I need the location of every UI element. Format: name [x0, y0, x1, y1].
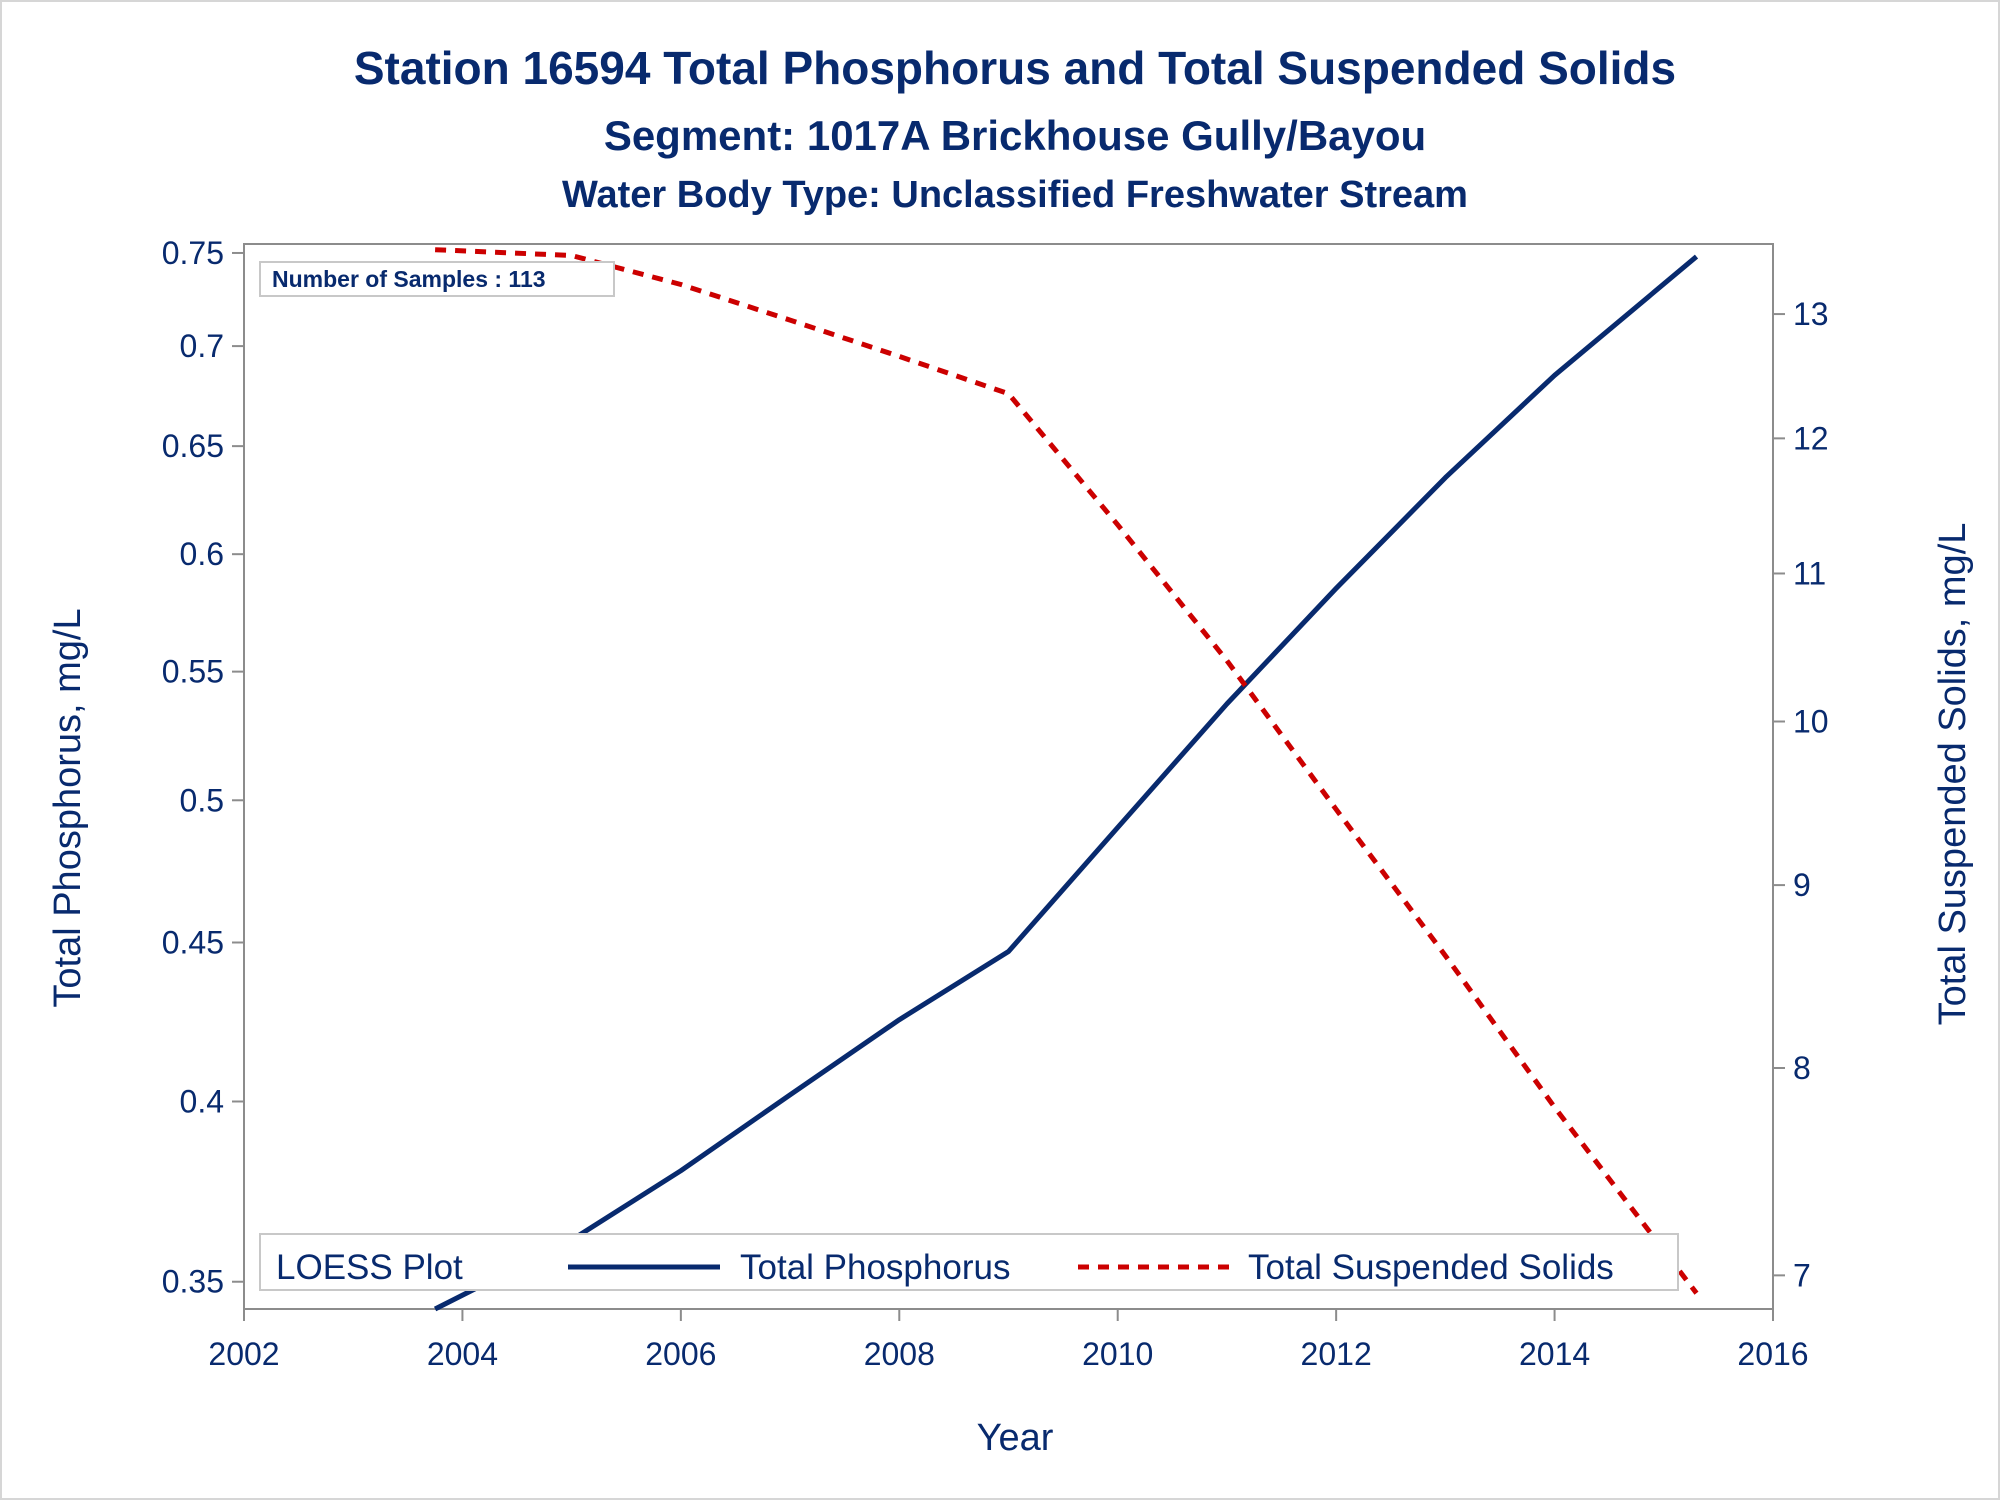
y-right-tick-label: 8: [1793, 1050, 1811, 1086]
chart-subtitle: Segment: 1017A Brickhouse Gully/Bayou: [604, 112, 1426, 159]
y-right-tick-label: 7: [1793, 1257, 1811, 1293]
y-left-tick-label: 0.65: [162, 428, 224, 464]
y-axis-label-right: Total Suspended Solids, mg/L: [1932, 523, 1974, 1026]
chart-subtitle-2: Water Body Type: Unclassified Freshwater…: [562, 174, 1468, 216]
y-right-tick-label: 9: [1793, 867, 1811, 903]
y-right-tick-label: 10: [1793, 703, 1829, 739]
legend: LOESS Plot Total Phosphorus Total Suspen…: [259, 1233, 1679, 1291]
legend-title: LOESS Plot: [276, 1248, 463, 1287]
y-left-tick-label: 0.4: [180, 1083, 224, 1119]
legend-tss-label: Total Suspended Solids: [1248, 1248, 1614, 1287]
plot-area: 2002 2004 2006 2008 2010 2012 2014 2016 0.35 0.4 0…: [162, 235, 1829, 1372]
series-line-total-suspended-solids: [434, 247, 1699, 1295]
y-axis-label-left: Total Phosphorus, mg/L: [47, 608, 89, 1007]
y-right-tick-label: 12: [1793, 420, 1829, 456]
y-right-tick-label: 13: [1793, 296, 1829, 332]
y-left-tick-label: 0.7: [180, 328, 224, 364]
y-left-tick-label: 0.35: [162, 1264, 224, 1300]
y-right-tick-label: 11: [1793, 555, 1826, 591]
y-left-tick-label: 0.5: [180, 782, 224, 818]
legend-phosphorus-label: Total Phosphorus: [740, 1248, 1010, 1287]
chart-title: Station 16594 Total Phosphorus and Total…: [354, 42, 1676, 94]
sample-count-box: Number of Samples : 113: [259, 261, 615, 297]
y-left-tick-label: 0.75: [162, 235, 224, 271]
x-tick-label: 2006: [645, 1336, 716, 1372]
y-left-tick-label: 0.45: [162, 924, 224, 960]
sample-count-text: Number of Samples : 113: [272, 266, 546, 292]
series-line-total-phosphorus: [433, 254, 1699, 1312]
x-axis-label: Year: [977, 1417, 1054, 1459]
x-tick-label: 2012: [1301, 1336, 1372, 1372]
x-tick-label: 2002: [208, 1336, 279, 1372]
x-tick-label: 2010: [1082, 1336, 1153, 1372]
plot-border: [243, 243, 1774, 1310]
x-tick-label: 2004: [427, 1336, 498, 1372]
x-tick-label: 2016: [1737, 1336, 1808, 1372]
x-tick-label: 2014: [1519, 1336, 1590, 1372]
y-left-tick-label: 0.6: [180, 536, 224, 572]
y-left-tick-label: 0.55: [162, 654, 224, 690]
x-tick-label: 2008: [864, 1336, 935, 1372]
